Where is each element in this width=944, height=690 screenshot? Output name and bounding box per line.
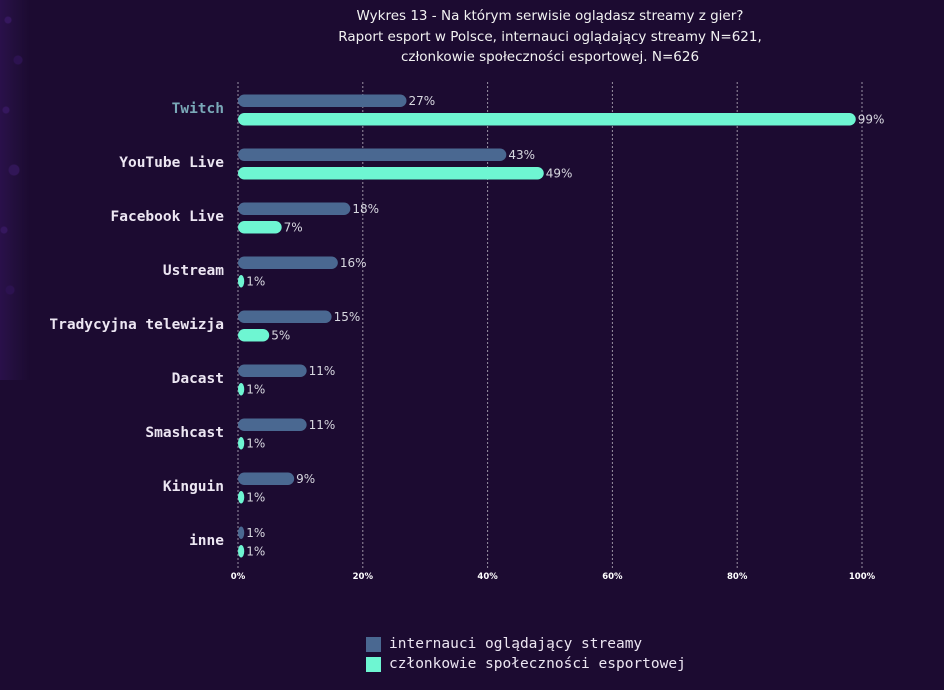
category-label: YouTube Live [119,155,224,171]
value-label-series-2: 49% [546,167,573,181]
legend-swatch-series-1 [366,636,381,652]
legend-swatch-series-2 [366,656,381,672]
x-tick-label-100: 100% [849,572,876,582]
category-label: Facebook Live [111,209,225,225]
value-label-series-1: 18% [352,202,379,216]
category-label: Ustream [163,263,224,279]
background-texture [0,0,40,380]
value-label-series-1: 16% [340,256,367,270]
value-label-series-2: 7% [284,221,303,235]
chart-title: Wykres 13 - Na którym serwisie oglądasz … [240,6,860,68]
bar-series-2 [238,383,245,396]
bar-series-1 [238,418,307,431]
value-label-series-1: 9% [296,472,315,486]
bar-series-2 [238,221,282,234]
x-tick-label-0: 0% [231,572,246,582]
legend-item-series-2: członkowie społeczności esportowej [366,654,686,674]
x-tick-label-40: 40% [477,572,498,582]
value-label-series-1: 11% [309,418,336,432]
legend-label-series-2: członkowie społeczności esportowej [389,656,686,672]
bar-series-2 [238,545,245,558]
value-label-series-2: 1% [246,491,265,505]
x-tick-label-60: 60% [602,572,623,582]
bar-series-2 [238,329,270,342]
bar-chart: 0% 20% 40% 60% 80% 100% Twitch 27% 99% YouTube Li… [49,82,885,582]
value-label-series-2: 5% [271,329,290,343]
category-label: Smashcast [145,425,224,441]
bar-series-1 [238,148,507,161]
bar-series-1 [238,256,338,269]
value-label-series-1: 43% [508,148,535,162]
x-tick-label-80: 80% [727,572,748,582]
bar-series-2 [238,167,544,180]
category-label: Tradycyjna telewizja [49,317,224,333]
category-label: inne [189,533,224,549]
bar-series-1 [238,94,407,107]
title-line-1: Wykres 13 - Na którym serwisie oglądasz … [356,8,744,24]
bar-series-2 [238,491,245,504]
bar-series-1 [238,310,332,323]
bar-series-2 [238,437,245,450]
title-line-2: Raport esport w Polsce, internauci ogląd… [338,28,762,45]
bar-series-1 [238,472,295,485]
category-label: Kinguin [163,479,224,495]
value-label-series-2: 1% [246,437,265,451]
legend-item-series-1: internauci oglądający streamy [366,634,686,654]
value-label-series-2: 1% [246,545,265,559]
title-line-3: członkowie społeczności esportowej. N=62… [400,49,700,65]
bar-series-1 [238,202,351,215]
bar-series-2 [238,113,856,126]
category-label: Dacast [172,371,224,387]
value-label-series-1: 11% [309,364,336,378]
value-label-series-1: 27% [408,94,435,108]
bar-series-1 [238,526,245,539]
category-label: Twitch [172,101,224,117]
bar-series-1 [238,364,307,377]
legend: internauci oglądający streamy członkowie… [366,634,686,674]
value-label-series-2: 1% [246,275,265,289]
value-label-series-2: 1% [246,383,265,397]
value-label-series-1: 1% [246,526,265,540]
legend-label-series-1: internauci oglądający streamy [389,636,643,652]
bar-series-2 [238,275,245,288]
value-label-series-1: 15% [334,310,361,324]
value-label-series-2: 99% [858,113,885,127]
x-tick-label-20: 20% [353,572,374,582]
